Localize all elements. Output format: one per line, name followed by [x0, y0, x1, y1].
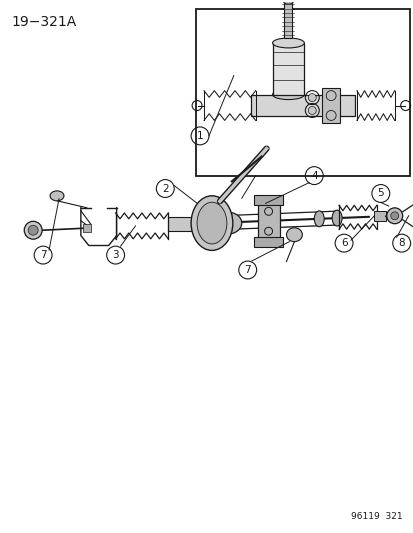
Text: 7: 7: [244, 265, 250, 275]
Text: 3: 3: [112, 250, 119, 260]
Text: 7: 7: [40, 250, 46, 260]
Bar: [250, 94, 354, 116]
Text: 19−321A: 19−321A: [11, 15, 76, 29]
Bar: [257, 199, 279, 243]
Text: 1: 1: [196, 131, 203, 141]
Ellipse shape: [214, 212, 241, 234]
Circle shape: [390, 212, 398, 220]
Ellipse shape: [331, 210, 341, 226]
Text: 5: 5: [377, 189, 383, 198]
Ellipse shape: [272, 38, 304, 48]
Bar: [321, 87, 339, 124]
Text: 96119  321: 96119 321: [350, 512, 402, 521]
Text: 2: 2: [161, 183, 168, 193]
Ellipse shape: [313, 211, 323, 227]
Bar: [196, 9, 408, 175]
Ellipse shape: [191, 196, 232, 251]
Bar: [373, 211, 385, 221]
Ellipse shape: [308, 94, 316, 102]
Bar: [284, 1, 292, 38]
Ellipse shape: [308, 107, 316, 115]
Bar: [253, 237, 283, 247]
Text: 8: 8: [397, 238, 404, 248]
Ellipse shape: [197, 202, 226, 244]
Circle shape: [28, 225, 38, 235]
Ellipse shape: [286, 228, 301, 241]
Ellipse shape: [272, 90, 304, 100]
Text: 4: 4: [310, 171, 317, 181]
Bar: [83, 224, 90, 232]
Ellipse shape: [283, 0, 293, 4]
Ellipse shape: [50, 191, 64, 201]
Bar: [168, 217, 224, 231]
Circle shape: [24, 221, 42, 239]
Text: 6: 6: [340, 238, 347, 248]
Circle shape: [386, 208, 402, 224]
Bar: [272, 43, 304, 94]
Bar: [253, 196, 283, 205]
